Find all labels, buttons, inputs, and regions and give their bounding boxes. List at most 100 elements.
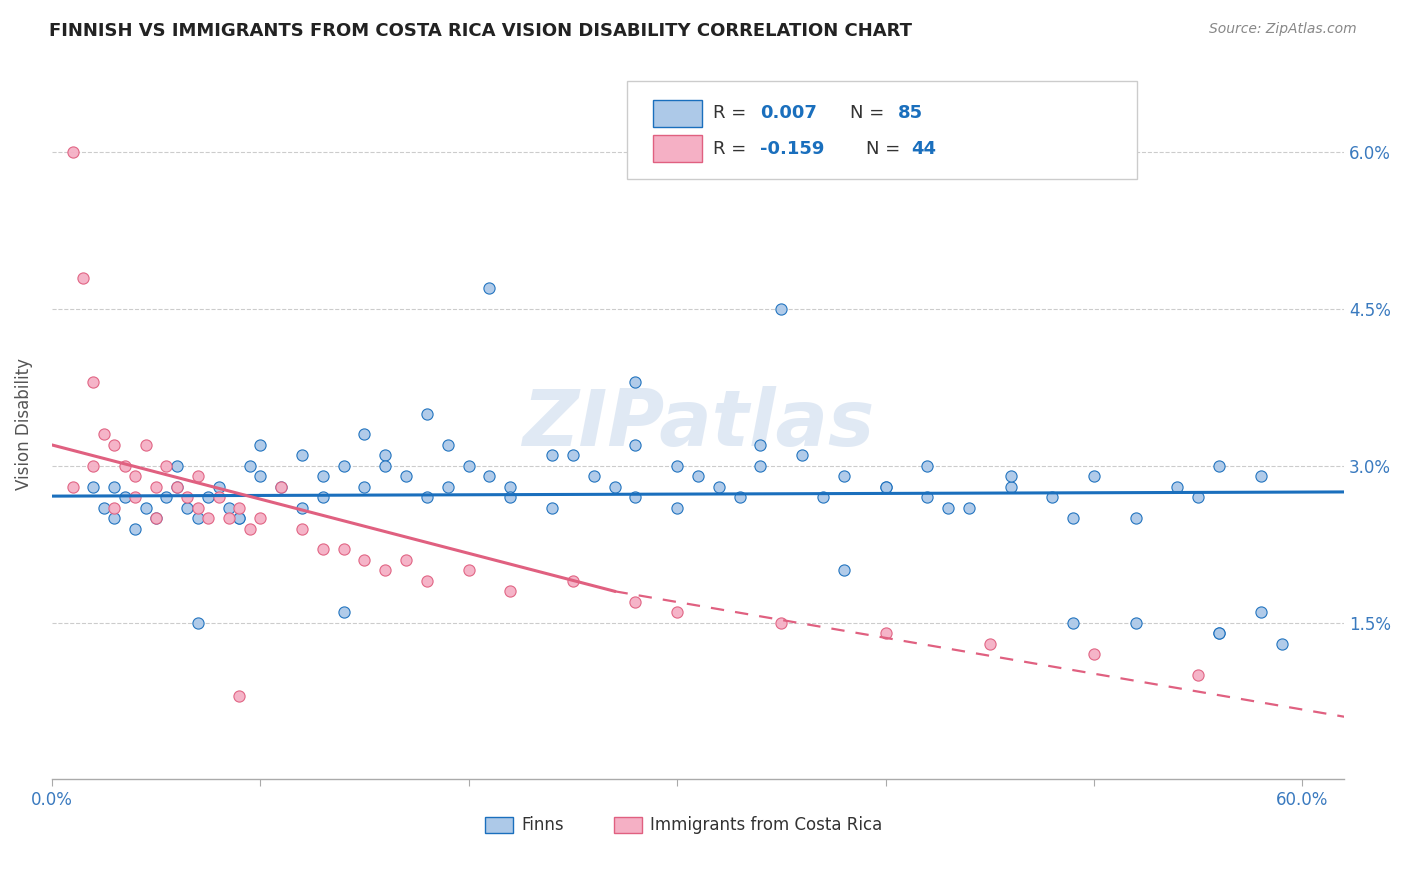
- Point: [1208, 626, 1230, 640]
- Point: [666, 605, 689, 619]
- Point: [499, 480, 522, 494]
- Point: [187, 615, 209, 630]
- Point: [666, 500, 689, 515]
- Point: [624, 595, 647, 609]
- Point: [239, 458, 262, 473]
- Point: [249, 438, 271, 452]
- Point: [82, 458, 104, 473]
- Point: [1187, 668, 1209, 682]
- Point: [353, 427, 375, 442]
- Text: Immigrants from Costa Rica: Immigrants from Costa Rica: [650, 816, 883, 834]
- Point: [395, 553, 418, 567]
- Point: [374, 458, 396, 473]
- Text: Source: ZipAtlas.com: Source: ZipAtlas.com: [1209, 22, 1357, 37]
- Text: 44: 44: [911, 140, 936, 158]
- Point: [353, 480, 375, 494]
- Point: [187, 500, 209, 515]
- Point: [374, 448, 396, 462]
- Point: [478, 281, 501, 295]
- Point: [249, 469, 271, 483]
- Point: [207, 480, 229, 494]
- Point: [728, 490, 751, 504]
- Point: [270, 480, 292, 494]
- Point: [239, 522, 262, 536]
- Point: [936, 500, 959, 515]
- Text: N =: N =: [851, 104, 890, 122]
- Point: [166, 480, 188, 494]
- Point: [145, 511, 167, 525]
- Point: [145, 511, 167, 525]
- FancyBboxPatch shape: [627, 80, 1137, 178]
- Point: [218, 511, 240, 525]
- Y-axis label: Vision Disability: Vision Disability: [15, 358, 32, 490]
- Point: [416, 407, 439, 421]
- FancyBboxPatch shape: [614, 817, 643, 833]
- Point: [72, 270, 94, 285]
- Point: [124, 490, 146, 504]
- Point: [82, 480, 104, 494]
- Point: [103, 511, 125, 525]
- Point: [1125, 511, 1147, 525]
- Point: [979, 636, 1001, 650]
- Text: Finns: Finns: [520, 816, 564, 834]
- Point: [1000, 480, 1022, 494]
- Text: N =: N =: [866, 140, 905, 158]
- Point: [1208, 458, 1230, 473]
- FancyBboxPatch shape: [652, 136, 702, 162]
- Point: [875, 480, 897, 494]
- Point: [666, 458, 689, 473]
- Point: [436, 438, 458, 452]
- Point: [541, 448, 564, 462]
- Point: [1062, 511, 1084, 525]
- Point: [416, 574, 439, 588]
- Point: [176, 500, 198, 515]
- Point: [176, 490, 198, 504]
- Point: [1062, 615, 1084, 630]
- Point: [114, 490, 136, 504]
- Point: [187, 469, 209, 483]
- Point: [1000, 469, 1022, 483]
- Point: [249, 511, 271, 525]
- Point: [187, 511, 209, 525]
- Point: [395, 469, 418, 483]
- Point: [561, 448, 583, 462]
- Point: [124, 522, 146, 536]
- Point: [291, 500, 314, 515]
- Point: [832, 563, 855, 577]
- Point: [457, 458, 479, 473]
- Point: [228, 511, 250, 525]
- Point: [312, 469, 335, 483]
- Point: [770, 301, 793, 316]
- Point: [228, 689, 250, 703]
- Point: [93, 427, 115, 442]
- Point: [1083, 469, 1105, 483]
- Text: R =: R =: [713, 104, 752, 122]
- Point: [82, 375, 104, 389]
- Text: R =: R =: [713, 140, 752, 158]
- Point: [103, 500, 125, 515]
- Point: [218, 500, 240, 515]
- Point: [749, 438, 772, 452]
- Point: [686, 469, 709, 483]
- Point: [93, 500, 115, 515]
- Point: [332, 458, 354, 473]
- FancyBboxPatch shape: [652, 100, 702, 127]
- Point: [436, 480, 458, 494]
- Point: [457, 563, 479, 577]
- Point: [603, 480, 626, 494]
- Point: [957, 500, 980, 515]
- Point: [291, 522, 314, 536]
- Point: [103, 438, 125, 452]
- Point: [582, 469, 605, 483]
- Point: [1187, 490, 1209, 504]
- Point: [114, 458, 136, 473]
- Point: [707, 480, 730, 494]
- Text: FINNISH VS IMMIGRANTS FROM COSTA RICA VISION DISABILITY CORRELATION CHART: FINNISH VS IMMIGRANTS FROM COSTA RICA VI…: [49, 22, 912, 40]
- Point: [1040, 490, 1063, 504]
- Point: [332, 605, 354, 619]
- Point: [166, 458, 188, 473]
- Point: [228, 500, 250, 515]
- Point: [792, 448, 814, 462]
- Point: [1250, 469, 1272, 483]
- Point: [207, 490, 229, 504]
